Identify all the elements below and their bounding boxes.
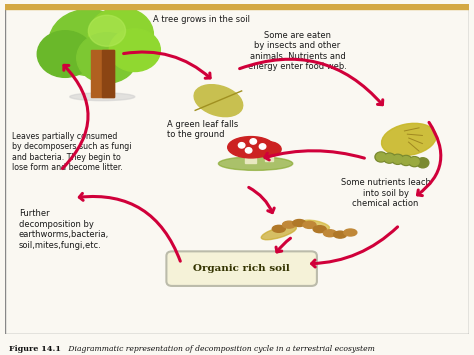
- Circle shape: [385, 154, 394, 162]
- Bar: [102, 50, 114, 97]
- Circle shape: [393, 155, 402, 163]
- Text: Some nutrients leach
into soil by
chemical action: Some nutrients leach into soil by chemic…: [341, 178, 430, 208]
- Circle shape: [77, 33, 137, 83]
- Circle shape: [410, 158, 419, 165]
- Text: A tree grows in the soil: A tree grows in the soil: [154, 15, 250, 23]
- Circle shape: [250, 139, 256, 144]
- Circle shape: [383, 153, 395, 163]
- Text: Some are eaten
by insects and other
animals. Nutrients and
energy enter food web: Some are eaten by insects and other anim…: [248, 31, 347, 71]
- Ellipse shape: [70, 93, 135, 101]
- Ellipse shape: [382, 123, 436, 156]
- Text: A green leaf falls
to the ground: A green leaf falls to the ground: [167, 120, 238, 140]
- Circle shape: [259, 144, 266, 149]
- Circle shape: [88, 7, 154, 62]
- Circle shape: [392, 154, 404, 164]
- Ellipse shape: [293, 219, 306, 226]
- Ellipse shape: [313, 226, 326, 233]
- Circle shape: [409, 157, 420, 167]
- Text: Leaves partially consumed
by decomposers such as fungi
and bacteria. They begin : Leaves partially consumed by decomposers…: [12, 132, 131, 172]
- Ellipse shape: [219, 157, 293, 170]
- Circle shape: [49, 9, 128, 75]
- Circle shape: [417, 158, 429, 168]
- Circle shape: [88, 15, 126, 46]
- Text: Organic rich soil: Organic rich soil: [193, 264, 290, 273]
- Ellipse shape: [261, 226, 296, 240]
- Bar: [91, 50, 114, 97]
- Ellipse shape: [303, 222, 316, 228]
- Circle shape: [401, 157, 411, 164]
- Ellipse shape: [228, 137, 274, 158]
- Text: Figure 14.1: Figure 14.1: [9, 345, 62, 353]
- Circle shape: [238, 143, 245, 148]
- Circle shape: [109, 29, 160, 71]
- Ellipse shape: [194, 84, 243, 117]
- Ellipse shape: [283, 221, 295, 228]
- FancyBboxPatch shape: [166, 251, 317, 286]
- Circle shape: [400, 155, 412, 165]
- Ellipse shape: [272, 225, 285, 232]
- Ellipse shape: [302, 220, 329, 230]
- Bar: [246, 145, 255, 163]
- Ellipse shape: [334, 231, 346, 238]
- Bar: [5, 4, 469, 9]
- Text: Diagrammatic representation of decomposition cycle in a terrestrial ecosystem: Diagrammatic representation of decomposi…: [66, 345, 375, 353]
- Circle shape: [37, 31, 93, 77]
- Ellipse shape: [253, 141, 281, 157]
- Circle shape: [246, 148, 252, 153]
- Text: Further
decomposition by
earthworms,bacteria,
soil,mites,fungi,etc.: Further decomposition by earthworms,bact…: [18, 209, 109, 250]
- Ellipse shape: [344, 229, 357, 236]
- Ellipse shape: [323, 230, 337, 237]
- Bar: [265, 147, 273, 161]
- Circle shape: [375, 152, 387, 162]
- Circle shape: [376, 153, 386, 161]
